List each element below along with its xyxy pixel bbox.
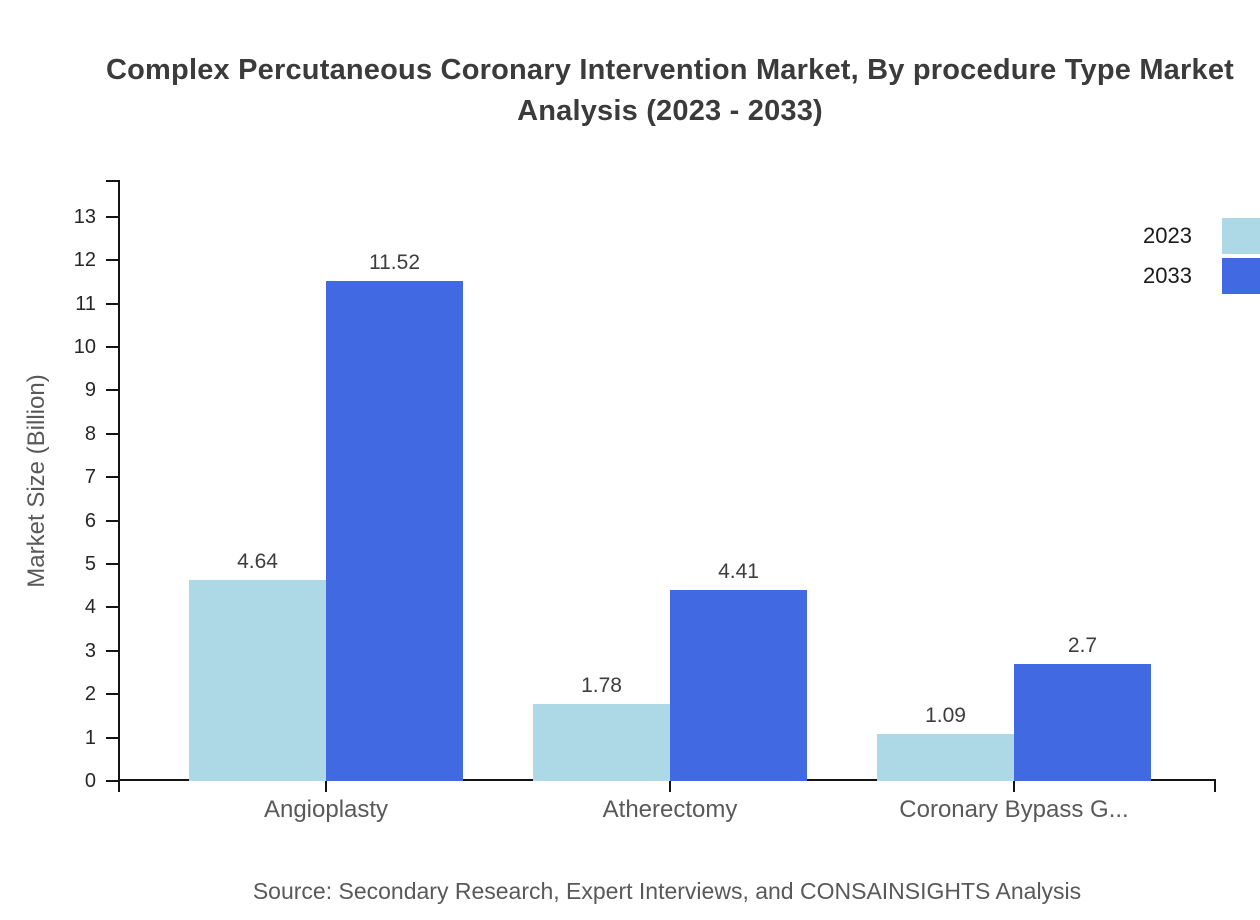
bar-2033-0 <box>326 281 463 781</box>
y-tick-label: 12 <box>73 249 96 272</box>
bar-2033-1 <box>670 589 807 781</box>
y-tick-mark <box>106 563 118 565</box>
bar-value-label: 1.78 <box>581 673 622 697</box>
x-tick-mark <box>669 781 671 792</box>
y-tick-mark <box>106 693 118 696</box>
bar-value-label: 4.41 <box>718 559 759 583</box>
y-tick-mark <box>106 215 118 218</box>
bar-2023-2 <box>877 733 1014 781</box>
y-tick-label: 4 <box>84 596 96 619</box>
y-axis-line <box>118 180 120 781</box>
bar-2033-2 <box>1014 663 1151 781</box>
bar-value-label: 11.52 <box>369 251 420 275</box>
y-tick-label: 1 <box>84 726 96 749</box>
y-axis-end-tick <box>106 180 118 182</box>
x-category-label: Coronary Bypass G... <box>899 796 1129 823</box>
legend: 2023 2033 <box>1143 218 1260 294</box>
y-tick-label: 11 <box>75 292 96 315</box>
x-axis-right-end-tick <box>1214 781 1216 792</box>
legend-swatch-2033 <box>1222 258 1260 294</box>
bar-value-label: 2.7 <box>1067 633 1098 657</box>
y-tick-mark <box>106 606 118 609</box>
y-tick-label: 10 <box>73 336 96 358</box>
y-axis-title: Market Size (Billion) <box>23 374 50 588</box>
y-tick-mark <box>106 519 118 522</box>
y-tick-label: 2 <box>84 683 96 706</box>
x-axis-left-end-tick <box>118 781 120 792</box>
bar-2023-1 <box>533 703 670 781</box>
plot-area: 0 1 2 3 4 5 6 7 8 9 10 11 12 13 4.64 1.78 1.09 11.52 4.41… <box>74 180 1216 823</box>
y-tick-mark <box>106 259 118 262</box>
bar-2023-0 <box>189 579 326 781</box>
chart-title: Complex Percutaneous Coronary Interventi… <box>105 54 1235 127</box>
y-tick-mark <box>106 780 118 782</box>
x-category-label: Angioplasty <box>263 796 389 823</box>
bar-value-label: 4.64 <box>237 549 278 573</box>
y-tick-label: 6 <box>84 509 96 532</box>
bar-value-label: 1.09 <box>925 703 966 727</box>
y-tick-label: 7 <box>84 466 96 489</box>
y-tick-label: 9 <box>84 379 96 402</box>
source-note: Source: Secondary Research, Expert Inter… <box>252 878 1082 904</box>
y-tick-label: 8 <box>84 422 96 445</box>
y-tick-label: 5 <box>84 553 96 575</box>
y-tick-mark <box>106 649 118 652</box>
y-tick-mark <box>106 736 118 739</box>
y-tick-mark <box>106 346 118 348</box>
legend-label: 2033 <box>1143 263 1192 288</box>
legend-item-2023: 2023 <box>1143 218 1260 254</box>
y-tick-mark <box>106 302 118 305</box>
y-tick-mark <box>106 476 118 479</box>
y-tick-label: 0 <box>84 770 96 792</box>
legend-label: 2023 <box>1143 223 1192 248</box>
y-tick-label: 13 <box>73 205 96 228</box>
x-category-label: Atherectomy <box>602 796 738 823</box>
x-tick-mark <box>325 781 327 792</box>
legend-item-2033: 2033 <box>1143 258 1260 294</box>
legend-swatch-2023 <box>1222 218 1260 254</box>
y-tick-mark <box>106 432 118 435</box>
y-tick-mark <box>106 389 118 392</box>
x-tick-mark <box>1013 781 1015 792</box>
y-tick-label: 3 <box>84 639 96 662</box>
